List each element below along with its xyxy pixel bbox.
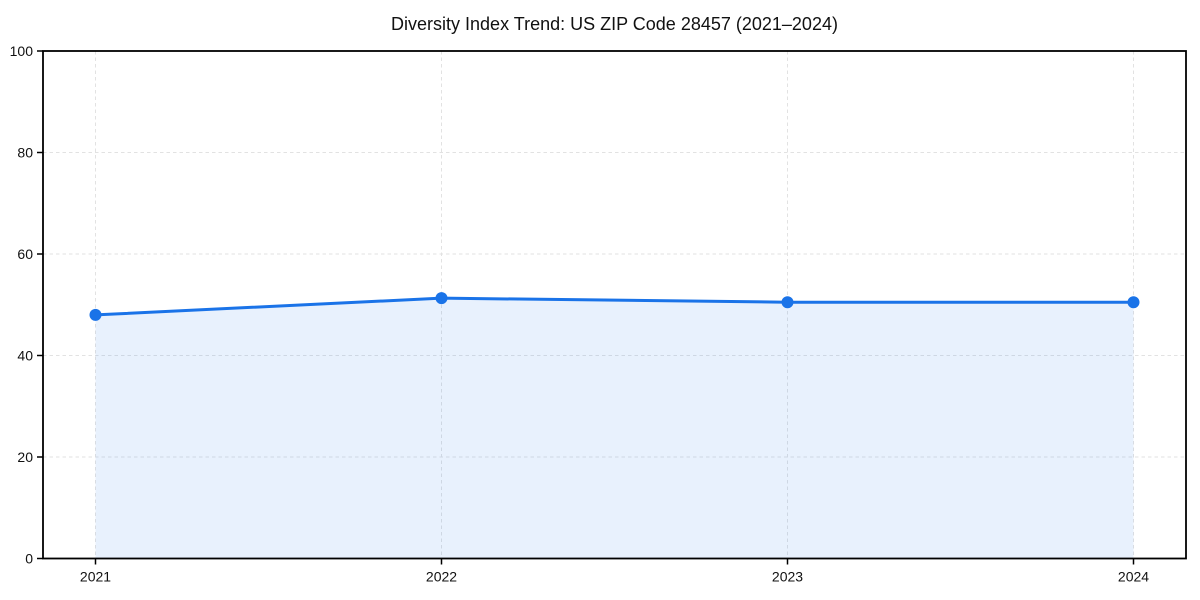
plot-area-background <box>43 51 1186 559</box>
y-tick-label: 0 <box>25 551 33 567</box>
y-tick-label: 60 <box>17 246 33 262</box>
y-tick-label: 100 <box>10 43 34 59</box>
plot-border <box>42 50 1187 560</box>
x-tick-label: 2022 <box>426 569 457 585</box>
data-point-2022 <box>435 292 448 305</box>
data-point-2024 <box>1127 296 1140 309</box>
chart-title: Diversity Index Trend: US ZIP Code 28457… <box>391 14 838 34</box>
data-point-2023 <box>781 296 794 309</box>
x-tick-label: 2024 <box>1118 569 1149 585</box>
data-point-2021 <box>89 308 102 321</box>
x-tick-label: 2021 <box>80 569 111 585</box>
y-tick-label: 80 <box>17 145 33 161</box>
y-tick-label: 20 <box>17 449 33 465</box>
trend-line <box>94 296 1135 317</box>
x-tick-label: 2023 <box>772 569 803 585</box>
y-tick-label: 40 <box>17 348 33 364</box>
area-fill <box>95 298 1134 559</box>
